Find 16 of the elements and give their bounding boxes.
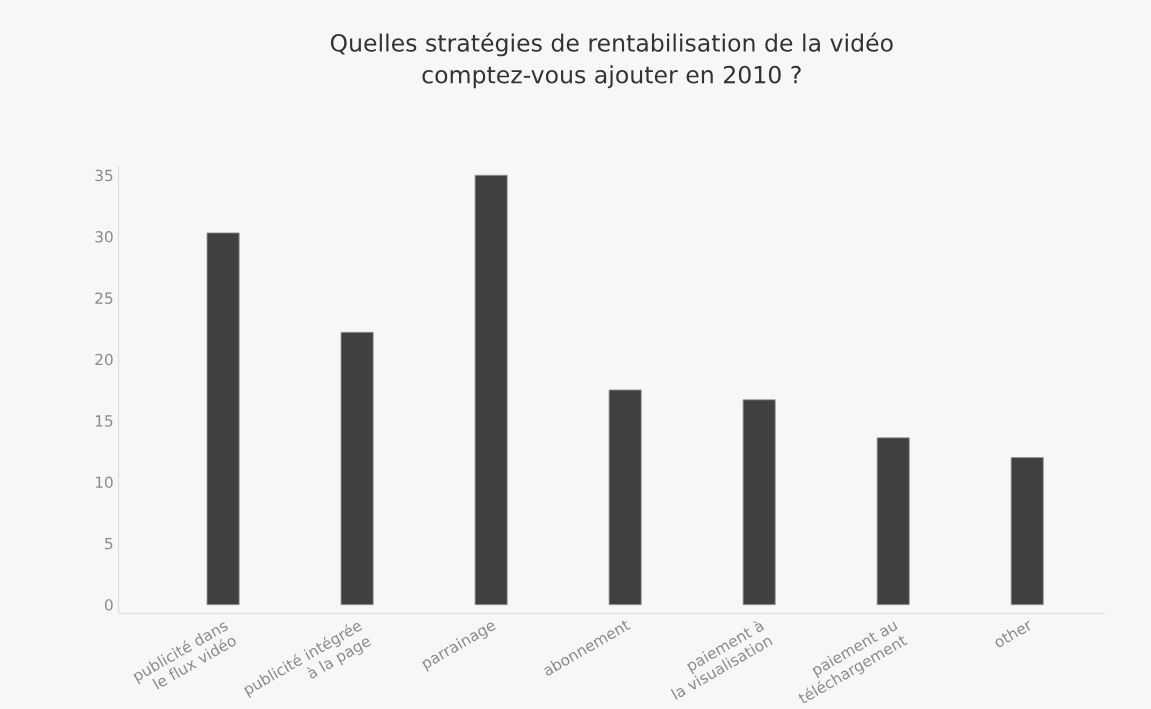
y-tick-label: 35 (95, 169, 113, 182)
y-tick-label: 10 (95, 476, 113, 489)
y-tick-label: 15 (95, 415, 113, 427)
y-tick-label: 0 (104, 599, 113, 611)
bar (340, 331, 374, 606)
bar (474, 174, 508, 606)
bar (206, 232, 240, 606)
y-tick-label: 20 (95, 353, 113, 366)
bar (608, 389, 642, 606)
chart-title: Quelles stratégies de rentabilisation de la vidéo comptez-vous ajouter en 2010 ? (330, 32, 893, 89)
y-tick-label: 30 (95, 231, 113, 243)
bar (742, 399, 776, 606)
bar (1010, 457, 1044, 606)
bar (876, 437, 910, 606)
y-tick-label: 25 (95, 292, 113, 304)
y-tick-label: 5 (105, 538, 113, 550)
